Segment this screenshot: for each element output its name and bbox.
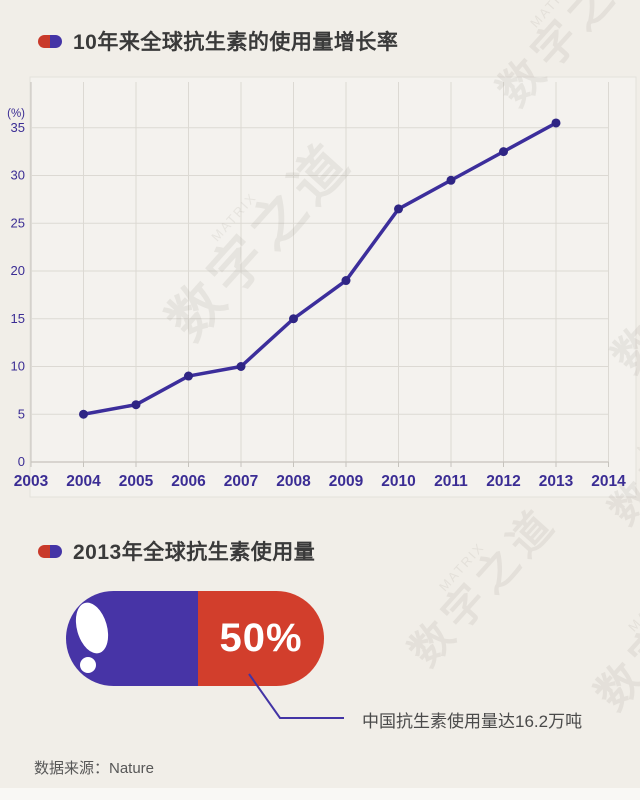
data-source-label: 数据来源：Nature — [34, 760, 155, 777]
x-tick-label: 2005 — [119, 473, 154, 490]
callout-line-path — [248, 673, 344, 719]
watermark-large-text: 数字之道 — [586, 535, 640, 720]
data-point-2012 — [499, 147, 508, 157]
x-tick-label: 2011 — [434, 473, 468, 490]
pill-icon-red-half — [38, 34, 50, 48]
chart-panel — [29, 76, 637, 498]
capsule-purple-half — [66, 591, 198, 686]
x-tick-label: 2014 — [591, 473, 626, 490]
data-point-2011 — [446, 175, 456, 185]
section1-title-row: 10年来全球抗生素的使用量增长率 — [38, 26, 398, 56]
callout-leader-line — [248, 673, 344, 719]
capsule-graphic: 50% — [66, 591, 324, 686]
x-tick-label: 2006 — [171, 473, 206, 490]
section2-title-row: 2013年全球抗生素使用量 — [38, 536, 315, 566]
watermark: MATRIX 数字之道 — [565, 513, 640, 732]
data-point-2008 — [289, 314, 298, 324]
x-tick-label: 2004 — [66, 473, 101, 490]
y-tick-label: 15 — [11, 311, 25, 326]
pill-icon — [38, 544, 62, 558]
capsule-shine-highlight — [70, 598, 114, 658]
y-tick-label: 5 — [18, 406, 25, 421]
watermark-small-text: MATRIX — [625, 579, 640, 635]
data-point-2013 — [551, 118, 561, 128]
data-point-2006 — [184, 371, 193, 381]
y-axis-unit-label: (%) — [7, 108, 25, 120]
x-tick-label: 2007 — [224, 473, 258, 490]
bottom-strip — [0, 788, 640, 800]
x-tick-label: 2003 — [14, 473, 49, 490]
pill-icon-purple-half — [50, 544, 62, 558]
x-tick-label: 2010 — [381, 473, 415, 490]
pill-icon-purple-half — [50, 34, 62, 48]
china-share-percent: 50% — [219, 616, 303, 660]
data-point-2007 — [236, 362, 246, 371]
data-point-2010 — [394, 204, 403, 214]
y-tick-label: 0 — [18, 454, 25, 469]
y-tick-label: 35 — [11, 120, 25, 135]
x-tick-label: 2009 — [329, 473, 364, 490]
section1-title: 10年来全球抗生素的使用量增长率 — [73, 31, 399, 54]
x-tick-label: 2012 — [486, 473, 520, 490]
y-tick-label: 20 — [11, 263, 25, 278]
data-point-2005 — [131, 400, 141, 410]
pill-icon-red-half — [38, 544, 50, 558]
y-tick-label: 10 — [11, 359, 25, 374]
capsule-red-half: 50% — [198, 591, 324, 686]
y-tick-label: 25 — [11, 215, 25, 230]
x-tick-label: 2008 — [276, 473, 311, 490]
section2-title: 2013年全球抗生素使用量 — [73, 541, 316, 564]
y-tick-label: 30 — [11, 168, 25, 183]
china-usage-annotation: 中国抗生素使用量达16.2万吨 — [362, 712, 583, 731]
line-series — [81, 121, 558, 416]
data-point-2009 — [341, 276, 351, 286]
growth-rate-line-chart: 0 5 10 15 20 25 30 35(%) 2003 2004 2005 2006 2007 200… — [7, 76, 637, 498]
pill-icon — [38, 34, 62, 48]
data-point-2004 — [79, 409, 88, 419]
capsule-shine-dot — [80, 657, 96, 673]
x-tick-label: 2013 — [539, 473, 574, 490]
